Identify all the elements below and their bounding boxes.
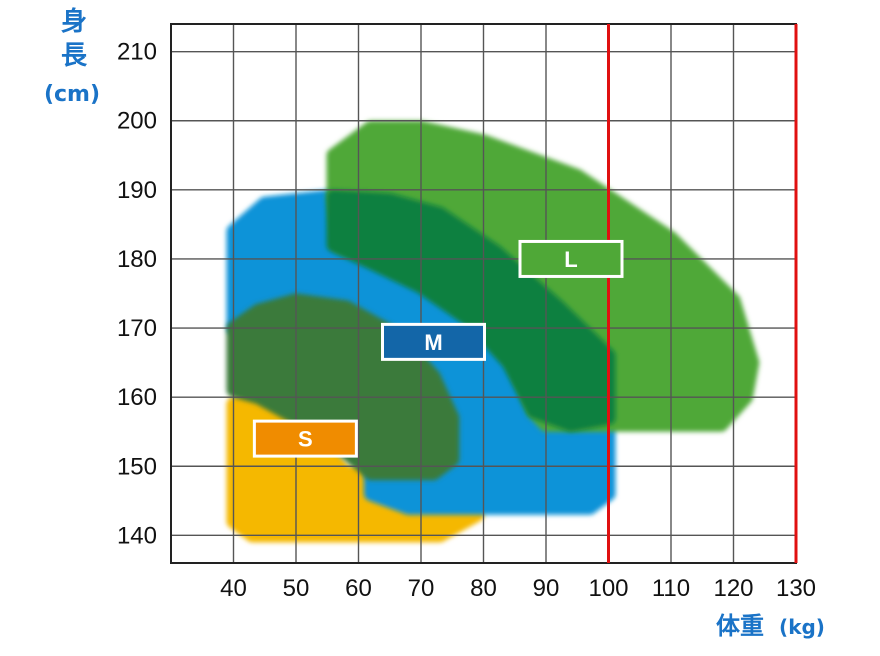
x-tick-label-90: 90 bbox=[533, 575, 560, 602]
region-label-s: S bbox=[298, 427, 313, 452]
x-tick-label-60: 60 bbox=[345, 575, 372, 602]
x-tick-label-70: 70 bbox=[408, 575, 435, 602]
axis-titles-layer: 身 長 (cm) 体重 (kg) bbox=[44, 6, 825, 640]
x-tick-label-40: 40 bbox=[220, 575, 247, 602]
x-tick-label-130: 130 bbox=[776, 575, 816, 602]
y-tick-label-210: 210 bbox=[117, 39, 157, 66]
y-axis-title-unit: (cm) bbox=[44, 82, 100, 107]
y-tick-label-190: 190 bbox=[117, 177, 157, 204]
x-tick-label-120: 120 bbox=[713, 575, 753, 602]
x-axis-title-unit: (kg) bbox=[779, 615, 825, 639]
x-axis-title: 体重 bbox=[716, 612, 764, 640]
region-label-l: L bbox=[564, 247, 577, 272]
region-m-l-overlap bbox=[326, 189, 616, 432]
y-tick-label-200: 200 bbox=[117, 108, 157, 135]
x-tick-label-110: 110 bbox=[652, 575, 690, 602]
regions-layer bbox=[226, 120, 760, 543]
reference-lines-layer bbox=[607, 24, 798, 563]
region-label-box-m bbox=[381, 322, 486, 361]
tick-labels-layer: 40 50 60 70 80 90 100 110 120 130 140 150 160 170 180 1… bbox=[117, 39, 816, 602]
region-label-box-s bbox=[252, 419, 358, 458]
x-tick-label-80: 80 bbox=[470, 575, 497, 602]
x-tick-label-100: 100 bbox=[588, 575, 628, 602]
y-tick-label-180: 180 bbox=[117, 246, 157, 273]
y-tick-label-140: 140 bbox=[117, 522, 157, 549]
y-axis-title-line1: 身 bbox=[61, 6, 87, 37]
x-tick-label-50: 50 bbox=[283, 575, 310, 602]
region-labels-layer: S M L bbox=[252, 239, 624, 458]
region-label-m: M bbox=[424, 330, 442, 355]
y-axis-title-line2: 長 bbox=[61, 41, 88, 71]
y-tick-label-150: 150 bbox=[117, 453, 157, 480]
y-tick-label-160: 160 bbox=[117, 384, 157, 411]
region-label-box-l bbox=[518, 239, 624, 278]
y-tick-label-170: 170 bbox=[117, 315, 157, 342]
